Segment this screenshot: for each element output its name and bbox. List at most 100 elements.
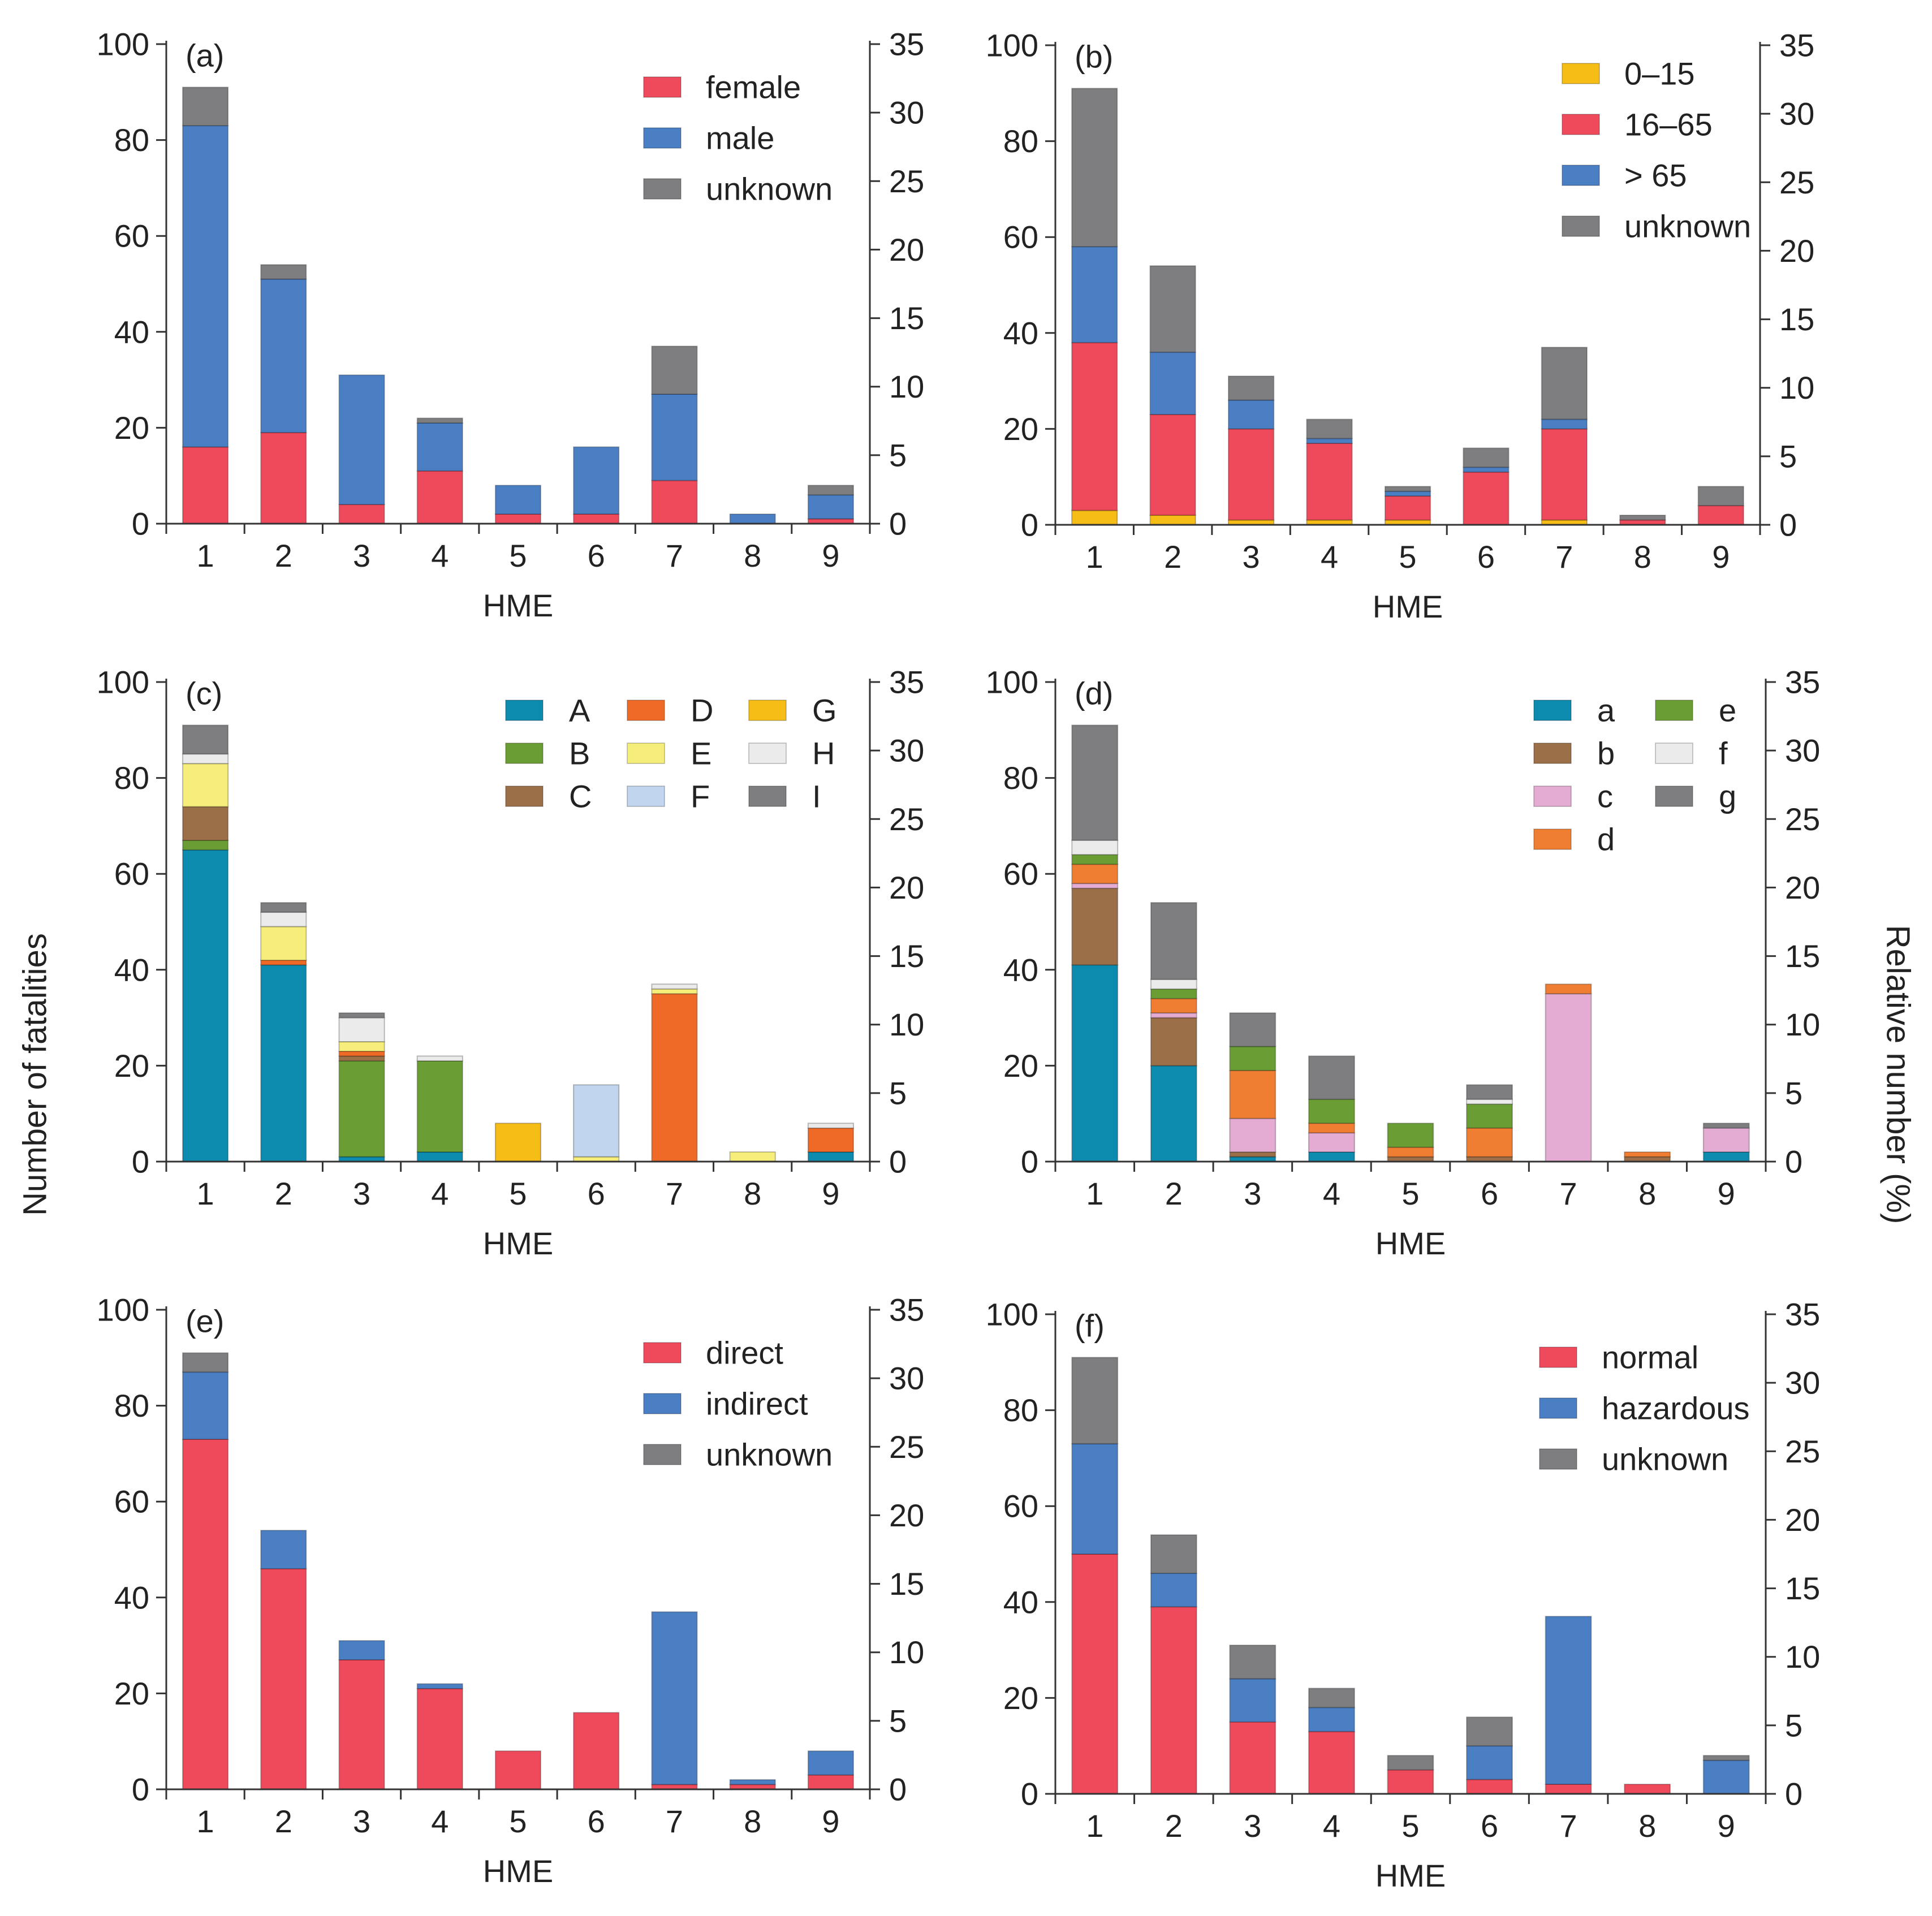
bar-e-4-indirect (416, 1683, 463, 1689)
x-tick-label: 9 (1712, 539, 1730, 575)
bar-c-4-H (416, 1055, 463, 1061)
legend-swatch (643, 1342, 682, 1363)
bar-f-4-normal (1308, 1731, 1355, 1795)
legend-label: H (812, 736, 835, 771)
y-tick-label: 60 (1003, 219, 1038, 255)
y-tick-label: 20 (1003, 411, 1038, 447)
y2-tick-label: 20 (1785, 1502, 1820, 1538)
y2-tick-label: 10 (889, 369, 924, 404)
legend-swatch (1655, 743, 1693, 764)
y2-tick-label: 20 (1785, 870, 1820, 905)
y-tick-label: 80 (114, 1388, 149, 1423)
bar-e-2-direct (260, 1568, 307, 1790)
y2-tick-label: 25 (889, 163, 924, 199)
legend-item-b: b (1533, 736, 1615, 771)
panel-label: (c) (186, 676, 222, 711)
y2-tick-label: 15 (889, 938, 924, 974)
legend-item-normal: normal (1539, 1340, 1698, 1375)
chart-panel-c: 0 20 40 60 80 100 0 5 10 15 20 25 30 35 1 2 3 4 5 6 7 8 9 HME (c… (97, 664, 925, 1262)
legend-label: indirect (706, 1386, 808, 1422)
legend-label: B (569, 736, 590, 771)
y2-tick-label: 5 (1785, 1075, 1802, 1111)
bar-d-9-a (1702, 1151, 1750, 1162)
chart-panel-e: 0 20 40 60 80 100 0 5 10 15 20 25 30 35 1 2 3 4 5 6 7 8 9 HME (e… (97, 1292, 925, 1889)
bar-e-2-indirect (260, 1530, 307, 1569)
y2-tick-label: 20 (889, 232, 924, 267)
y2-tick-label: 5 (889, 1075, 907, 1111)
bar-c-4-B (416, 1060, 463, 1153)
bar-f-5-unknown (1387, 1755, 1434, 1771)
bar-c-1-B (182, 839, 229, 851)
y-tick-label: 100 (986, 28, 1038, 63)
y-tick-label: 40 (1003, 1584, 1038, 1620)
y-tick-label: 0 (132, 1144, 149, 1180)
x-tick-label: 8 (1638, 1808, 1656, 1844)
bar-a-2-unknown (260, 264, 307, 280)
chart-panel-d: 0 20 40 60 80 100 0 5 10 15 20 25 30 35 1 2 3 4 5 6 7 8 9 HME (d… (986, 664, 1821, 1262)
bar-c-7-D (651, 993, 698, 1162)
x-tick-label: 5 (1401, 1808, 1419, 1844)
legend-label: d (1597, 822, 1615, 857)
bar-e-8-indirect (729, 1779, 776, 1785)
bar-b-1-> 65 (1071, 246, 1118, 343)
legend-item-H: H (748, 736, 835, 771)
legend-item-hazardous: hazardous (1539, 1391, 1750, 1426)
bar-f-7-normal (1545, 1784, 1592, 1794)
bar-a-9-unknown (807, 485, 855, 496)
bar-e-5-direct (494, 1750, 542, 1790)
legend-item-e: e (1655, 693, 1736, 728)
y2-tick-label: 25 (1785, 801, 1820, 837)
bar-d-4-c (1308, 1132, 1355, 1153)
bar-c-3-I (338, 1012, 385, 1019)
bar-d-4-e (1308, 1098, 1355, 1124)
bar-a-4-female (416, 470, 463, 525)
legend-item-E: E (627, 736, 711, 771)
panel-label: (a) (186, 38, 224, 74)
bar-c-9-H (807, 1123, 855, 1129)
x-tick-label: 1 (1086, 539, 1103, 575)
legend-item-c: c (1533, 779, 1613, 814)
bar-f-2-unknown (1150, 1534, 1197, 1574)
y2-tick-label: 30 (889, 1361, 924, 1396)
y2-tick-label: 0 (1779, 507, 1797, 543)
y2-tick-label: 15 (1785, 1570, 1820, 1606)
bar-d-4-a (1308, 1151, 1355, 1162)
legend-label: b (1597, 736, 1615, 771)
legend-item-D: D (627, 693, 713, 728)
y-tick-label: 0 (132, 506, 149, 542)
x-tick-label: 3 (353, 1803, 370, 1839)
y-tick-label: 40 (114, 1580, 149, 1615)
x-tick-label: 6 (1481, 1808, 1498, 1844)
x-tick-label: 2 (275, 1176, 292, 1211)
bar-b-2-> 65 (1149, 351, 1196, 415)
bar-c-1-C (182, 806, 229, 841)
x-axis-title: HME (483, 1853, 553, 1889)
legend-label: female (706, 70, 801, 105)
y-tick-label: 60 (1003, 856, 1038, 892)
legend-swatch (627, 700, 665, 721)
legend-label: c (1597, 779, 1613, 814)
bar-d-8-d (1624, 1151, 1671, 1158)
bar-d-1-b (1071, 887, 1119, 966)
x-axis-title: HME (1373, 589, 1443, 624)
legend-swatch (748, 786, 787, 807)
legend-label: F (691, 779, 710, 814)
legend-label: C (569, 779, 592, 814)
x-tick-label: 5 (509, 1803, 527, 1839)
x-tick-label: 1 (1086, 1176, 1103, 1211)
y-tick-label: 60 (1003, 1488, 1038, 1524)
x-tick-label: 3 (353, 1176, 370, 1211)
bar-b-4-> 65 (1306, 438, 1353, 444)
bar-d-1-a (1071, 964, 1119, 1163)
bar-d-6-d (1466, 1127, 1513, 1158)
bar-c-5-G (494, 1123, 542, 1162)
y2-tick-label: 0 (889, 1772, 907, 1807)
bar-d-1-g (1071, 724, 1119, 841)
y-tick-label: 40 (1003, 952, 1038, 987)
bar-b-7-16–65 (1541, 428, 1588, 521)
legend-label: A (569, 693, 590, 728)
legend-item-unknown: unknown (643, 171, 833, 207)
bar-b-2-unknown (1149, 265, 1196, 353)
